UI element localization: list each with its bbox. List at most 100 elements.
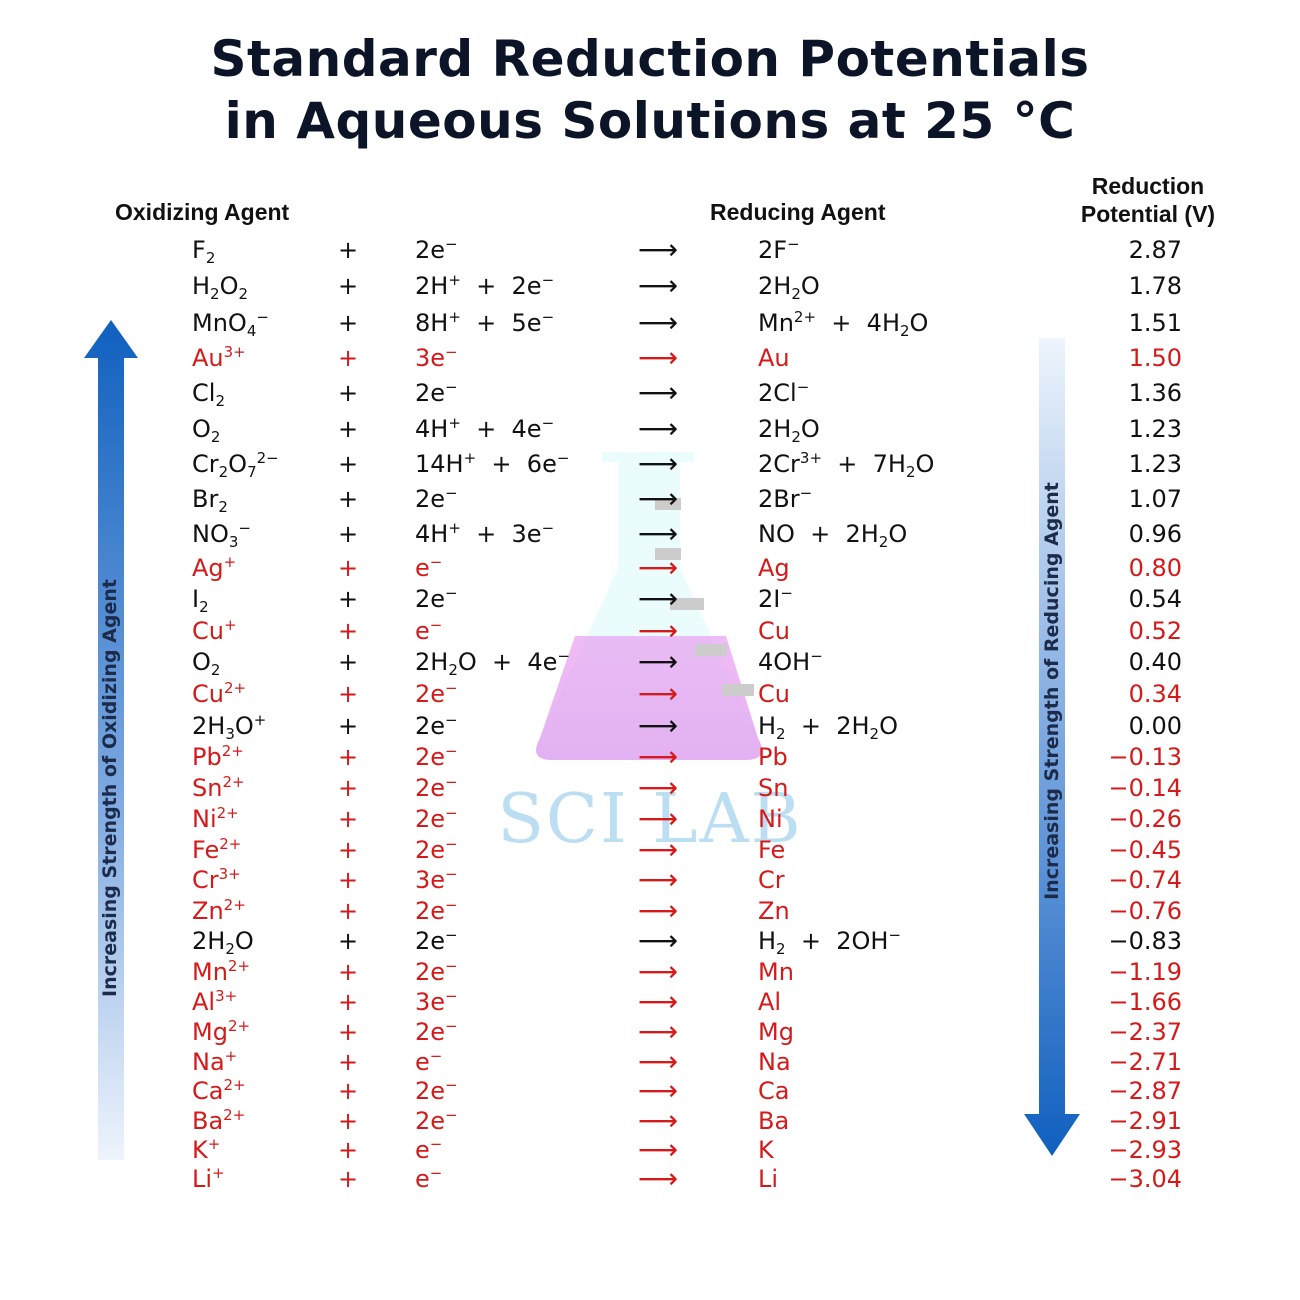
- table-row: Ag+ + e− ⟶ Ag 0.80: [0, 553, 1300, 583]
- oxidizing-agent: Ca2+: [192, 1076, 246, 1105]
- reaction-arrow: ⟶: [638, 1045, 679, 1078]
- electrons: e−: [415, 616, 443, 645]
- plus-sign: +: [338, 1018, 359, 1046]
- table-row: Ni2+ +2e− ⟶ Ni −0.26: [0, 804, 1300, 834]
- reaction-arrow: ⟶: [638, 709, 679, 742]
- reducing-agent: Al: [758, 988, 782, 1016]
- plus-sign: +: [338, 897, 359, 925]
- reduction-potential: 0.80: [1128, 554, 1182, 582]
- table-row: I2 +2e− ⟶ 2I− 0.54: [0, 584, 1300, 615]
- reducing-agent: Au: [758, 344, 790, 372]
- reducing-agent: 2H2O: [758, 272, 820, 303]
- oxidizing-agent: Mg2+: [192, 1017, 251, 1046]
- plus-sign: +: [338, 236, 359, 264]
- reduction-potential: 2.87: [1128, 236, 1182, 264]
- table-row: O2 +4H+ + 4e− ⟶ 2H2O 1.23: [0, 412, 1300, 446]
- reaction-arrow: ⟶: [638, 955, 679, 988]
- reaction-arrow: ⟶: [638, 447, 679, 480]
- reducing-agent: 2I−: [758, 584, 793, 613]
- electrons: 2e−: [415, 804, 458, 833]
- plus-sign: +: [338, 520, 359, 548]
- reduction-potential: 1.51: [1128, 309, 1182, 337]
- reduction-potential: 1.23: [1128, 450, 1182, 478]
- reaction-arrow: ⟶: [638, 1133, 679, 1166]
- reaction-arrow: ⟶: [638, 482, 679, 515]
- reduction-potential: −2.93: [1108, 1136, 1182, 1164]
- table-row: Br2 +2e− ⟶ 2Br− 1.07: [0, 482, 1300, 516]
- plus-sign: +: [338, 712, 359, 740]
- reduction-potential: −2.87: [1108, 1077, 1182, 1105]
- plus-sign: +: [338, 680, 359, 708]
- reaction-arrow: ⟶: [638, 517, 679, 550]
- table-row: Mn2+ +2e− ⟶ Mn −1.19: [0, 957, 1300, 987]
- reduction-potential: −0.13: [1108, 743, 1182, 771]
- reaction-arrow: ⟶: [638, 924, 679, 957]
- plus-sign: +: [338, 272, 359, 300]
- plus-sign: +: [338, 927, 359, 955]
- oxidizing-agent: Al3+: [192, 987, 238, 1016]
- reaction-arrow: ⟶: [638, 1104, 679, 1137]
- oxidizing-agent: Cr3+: [192, 865, 241, 894]
- reducing-agent: H2 + 2OH−: [758, 926, 902, 958]
- plus-sign: +: [338, 344, 359, 372]
- table-row: Fe2+ +2e− ⟶ Fe −0.45: [0, 835, 1300, 865]
- electrons: 3e−: [415, 865, 458, 894]
- reduction-potential: 1.36: [1128, 379, 1182, 407]
- header-potential-line1: Reduction: [1091, 173, 1205, 199]
- reaction-arrow: ⟶: [638, 412, 679, 445]
- electrons: 2e−: [415, 679, 458, 708]
- reaction-arrow: ⟶: [638, 802, 679, 835]
- reducing-agent: Ag: [758, 554, 790, 582]
- electrons: 14H+ + 6e−: [415, 449, 570, 478]
- plus-sign: +: [338, 554, 359, 582]
- electrons: 8H+ + 5e−: [415, 308, 555, 337]
- electrons: 2e−: [415, 773, 458, 802]
- reduction-potential: −2.91: [1108, 1107, 1182, 1135]
- reaction-arrow: ⟶: [638, 551, 679, 584]
- reduction-potential: −0.76: [1108, 897, 1182, 925]
- reducing-agent: 2Cr3+ + 7H2O: [758, 449, 935, 481]
- reaction-arrow: ⟶: [638, 985, 679, 1018]
- reducing-agent: Cu: [758, 680, 790, 708]
- oxidizing-agent: Cu2+: [192, 679, 247, 708]
- reducing-agent: H2 + 2H2O: [758, 712, 898, 743]
- page-title-line2: in Aqueous Solutions at 25 °C: [224, 92, 1076, 150]
- electrons: 2H+ + 2e−: [415, 271, 555, 300]
- table-row: MnO4− +8H+ + 5e− ⟶ Mn2+ + 4H2O 1.51: [0, 308, 1300, 339]
- reducing-agent: 2Br−: [758, 484, 813, 513]
- plus-sign: +: [338, 1077, 359, 1105]
- reduction-potential: 0.34: [1128, 680, 1182, 708]
- plus-sign: +: [338, 743, 359, 771]
- electrons: 3e−: [415, 987, 458, 1016]
- oxidizing-agent: Na+: [192, 1047, 238, 1076]
- reduction-potential: 0.40: [1128, 648, 1182, 676]
- reducing-agent: Mg: [758, 1018, 794, 1046]
- oxidizing-agent: Ag+: [192, 553, 237, 582]
- reducing-agent: Pb: [758, 743, 788, 771]
- oxidizing-agent: Cu+: [192, 616, 237, 645]
- plus-sign: +: [338, 1136, 359, 1164]
- plus-sign: +: [338, 415, 359, 443]
- electrons: e−: [415, 553, 443, 582]
- reducing-agent: Ni: [758, 805, 783, 833]
- reduction-potential: 0.54: [1128, 585, 1182, 613]
- oxidizing-agent: O2: [192, 648, 221, 679]
- plus-sign: +: [338, 805, 359, 833]
- electrons: 4H+ + 4e−: [415, 414, 555, 443]
- reducing-agent: Cr: [758, 866, 785, 894]
- plus-sign: +: [338, 866, 359, 894]
- table-row: Sn2+ +2e− ⟶ Sn −0.14: [0, 773, 1300, 803]
- electrons: 2e−: [415, 896, 458, 925]
- oxidizing-agent: Br2: [192, 485, 228, 516]
- reducing-agent: 4OH−: [758, 647, 823, 676]
- oxidizing-agent: O2: [192, 415, 221, 446]
- electrons: 2e−: [415, 957, 458, 986]
- reducing-agent: 2F−: [758, 235, 800, 264]
- electrons: 2e−: [415, 835, 458, 864]
- header-reducing-agent: Reducing Agent: [710, 199, 886, 225]
- reducing-agent: 2H2O: [758, 415, 820, 446]
- reducing-agent: Fe: [758, 836, 786, 864]
- table-row: F2 +2e− ⟶ 2F− 2.87: [0, 235, 1300, 266]
- reaction-arrow: ⟶: [638, 645, 679, 678]
- oxidizing-agent: Sn2+: [192, 773, 245, 802]
